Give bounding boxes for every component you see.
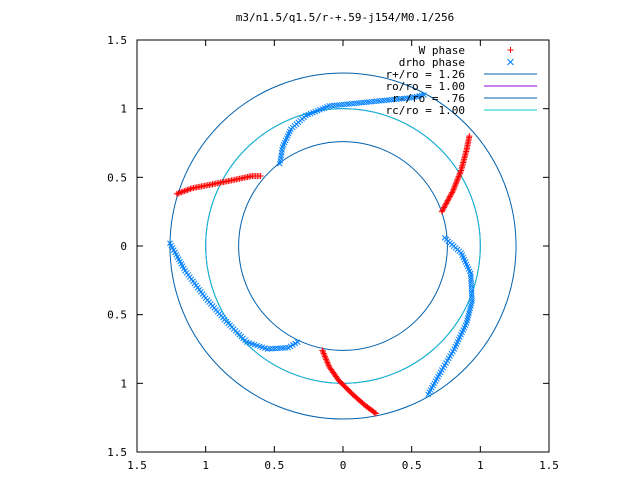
data-point <box>456 171 463 178</box>
data-point <box>320 350 327 357</box>
data-point <box>438 208 445 215</box>
y-tick-label: 0 <box>120 240 127 253</box>
x-tick-label: 1.5 <box>127 459 147 472</box>
legend-marker <box>507 47 514 53</box>
data-point <box>445 196 452 203</box>
plot-frame <box>136 39 550 453</box>
data-point <box>453 177 460 184</box>
data-point <box>294 339 301 345</box>
data-point <box>457 168 464 175</box>
legend-marker <box>507 58 514 66</box>
radius-circle-1 <box>169 72 517 420</box>
data-point <box>323 357 330 364</box>
x-tick-label: 1 <box>477 459 484 472</box>
data-point <box>468 288 475 294</box>
data-point <box>372 410 379 417</box>
data-point <box>467 270 474 277</box>
y-tick-label: 0.5 <box>107 309 127 322</box>
data-point <box>320 348 327 355</box>
legend-label: W phase <box>419 44 465 57</box>
data-point <box>450 186 457 193</box>
data-point <box>440 205 447 212</box>
data-point <box>449 188 456 195</box>
data-point <box>468 280 475 287</box>
data-point <box>466 133 473 140</box>
data-point <box>455 174 462 181</box>
y-tick-label: 1.5 <box>107 446 127 459</box>
data-point <box>451 185 458 192</box>
x-tick-label: 1.5 <box>539 459 559 472</box>
x-tick-label: 0.5 <box>264 459 284 472</box>
data-point <box>468 290 475 297</box>
data-point <box>454 176 461 183</box>
legend-label: rc/ro = 1.00 <box>386 104 465 117</box>
x-tick-label: 0 <box>340 459 347 472</box>
data-point <box>323 356 330 363</box>
axis-ticks: 1.5 1 0.5 0 0.5 1 1.51.510.500.511.5 <box>107 34 559 472</box>
x-tick-label: 1 <box>202 459 209 472</box>
data-point <box>441 204 448 211</box>
data-point <box>321 351 328 358</box>
data-point <box>444 199 451 206</box>
data-point <box>449 189 456 196</box>
data-point <box>468 293 475 299</box>
radius-circle-3 <box>238 141 448 351</box>
series-w-phase <box>173 133 473 417</box>
data-point <box>421 92 427 98</box>
data-point <box>468 283 475 289</box>
data-point <box>447 192 454 199</box>
data-point <box>444 197 451 204</box>
legend-label: r-/ro = .76 <box>392 92 465 105</box>
data-point <box>448 190 455 197</box>
y-tick-label: 0.5 <box>107 171 127 184</box>
data-point <box>443 200 450 207</box>
y-tick-label: 1.5 <box>107 34 127 47</box>
radius-circles <box>169 72 517 420</box>
data-point <box>451 183 458 190</box>
data-point <box>446 194 453 201</box>
data-point <box>453 179 460 186</box>
data-point <box>325 360 332 367</box>
data-point <box>322 354 329 361</box>
data-point <box>467 273 474 279</box>
data-point <box>452 180 459 187</box>
data-point <box>371 409 378 416</box>
legend-label: r+/ro = 1.26 <box>386 68 465 81</box>
phase-points <box>167 92 475 417</box>
y-tick-label: 1 <box>120 377 127 390</box>
data-point <box>468 278 474 284</box>
data-point <box>439 207 446 214</box>
y-tick-label: 1 <box>120 103 127 116</box>
data-point <box>469 295 475 302</box>
data-point <box>468 285 475 292</box>
data-point <box>441 203 448 210</box>
data-point <box>456 170 463 177</box>
data-point <box>452 182 459 189</box>
data-point <box>257 172 264 179</box>
legend-label: ro/ro = 1.00 <box>386 80 465 93</box>
data-point <box>319 347 326 354</box>
chart-title: m3/n1.5/q1.5/r-+.59-j154/M0.1/256 <box>236 11 455 24</box>
data-point <box>468 275 474 282</box>
data-point <box>425 391 432 398</box>
data-point <box>455 173 462 180</box>
series-drho-phase <box>167 92 475 398</box>
data-point <box>446 193 453 200</box>
legend-label: drho phase <box>399 56 465 69</box>
data-point <box>321 353 328 360</box>
data-point <box>442 201 449 208</box>
x-tick-label: 0.5 <box>402 459 422 472</box>
data-point <box>324 359 331 366</box>
